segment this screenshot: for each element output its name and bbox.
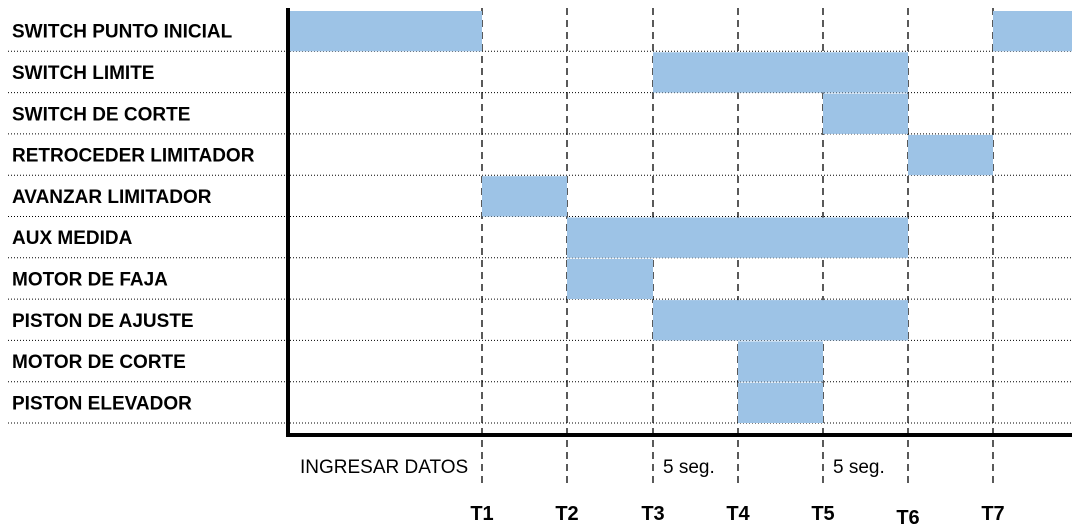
interval-note: 5 seg. bbox=[663, 457, 715, 478]
axes bbox=[286, 8, 1072, 437]
time-marker-label: T3 bbox=[641, 503, 664, 525]
signal-label: PISTON DE AJUSTE bbox=[12, 311, 194, 332]
time-marker-label: T1 bbox=[470, 503, 493, 525]
interval-note: 5 seg. bbox=[833, 457, 885, 478]
signal-labels: SWITCH PUNTO INICIAL SWITCH LIMITE SWITCH … bbox=[12, 22, 255, 415]
time-marker-label: T4 bbox=[726, 503, 750, 525]
interval-note: INGRESAR DATOS bbox=[300, 457, 468, 478]
interval-notes: INGRESAR DATOS 5 seg. 5 seg. bbox=[300, 457, 885, 478]
signal-label: MOTOR DE FAJA bbox=[12, 269, 168, 290]
signal-label: SWITCH LIMITE bbox=[12, 63, 154, 84]
time-marker-label: T2 bbox=[555, 503, 578, 525]
signal-label: AVANZAR LIMITADOR bbox=[12, 187, 212, 208]
signal-label: MOTOR DE CORTE bbox=[12, 352, 186, 373]
signal-bars bbox=[288, 11, 1072, 423]
signal-label: RETROCEDER LIMITADOR bbox=[12, 146, 255, 167]
signal-bar bbox=[653, 300, 908, 341]
signal-bar bbox=[823, 93, 908, 134]
signal-label: AUX MEDIDA bbox=[12, 228, 133, 249]
signal-label: PISTON ELEVADOR bbox=[12, 393, 192, 414]
signal-bar bbox=[567, 258, 653, 300]
signal-bar bbox=[653, 52, 908, 93]
signal-bar bbox=[738, 382, 823, 423]
signal-bar bbox=[482, 176, 567, 217]
signal-bar bbox=[908, 134, 993, 176]
time-marker-labels: T1 T2 T3 T4 T5 T6 T7 bbox=[470, 503, 1004, 529]
signal-label: SWITCH DE CORTE bbox=[12, 104, 190, 125]
signal-bar bbox=[567, 217, 908, 258]
time-marker-label: T5 bbox=[811, 503, 834, 525]
signal-label: SWITCH PUNTO INICIAL bbox=[12, 22, 233, 43]
signal-bar bbox=[288, 11, 482, 52]
time-marker-label: T7 bbox=[981, 503, 1004, 525]
signal-bar bbox=[738, 341, 823, 382]
signal-bar bbox=[993, 11, 1072, 52]
time-marker-label: T6 bbox=[896, 507, 919, 529]
